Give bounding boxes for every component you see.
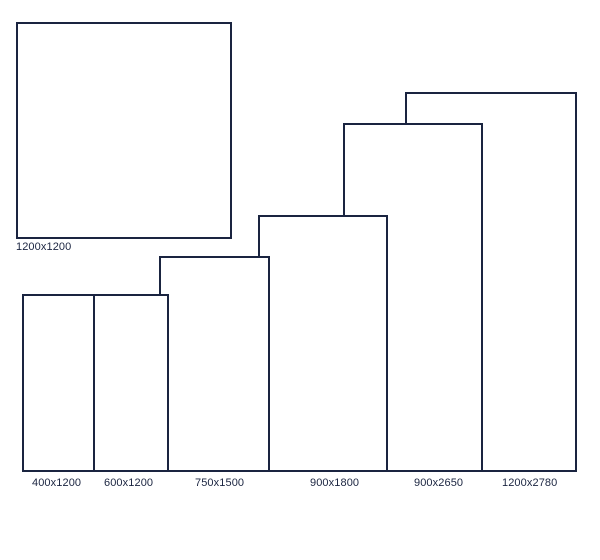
size-label-600x1200: 600x1200 — [104, 477, 154, 489]
size-label-900x1800: 900x1800 — [310, 477, 360, 489]
size-label-400x1200: 400x1200 — [32, 477, 82, 489]
size-box-750x1500 — [159, 256, 270, 472]
size-label-900x2650: 900x2650 — [414, 477, 464, 489]
size-box-600x1200 — [92, 294, 169, 472]
size-box-1200x1200-square — [16, 22, 232, 239]
size-label-1200x2780: 1200x2780 — [502, 477, 558, 489]
size-label-1200x1200-square: 1200x1200 — [16, 241, 72, 253]
size-label-750x1500: 750x1500 — [195, 477, 245, 489]
size-box-400x1200 — [22, 294, 95, 472]
size-box-900x1800 — [258, 215, 388, 472]
